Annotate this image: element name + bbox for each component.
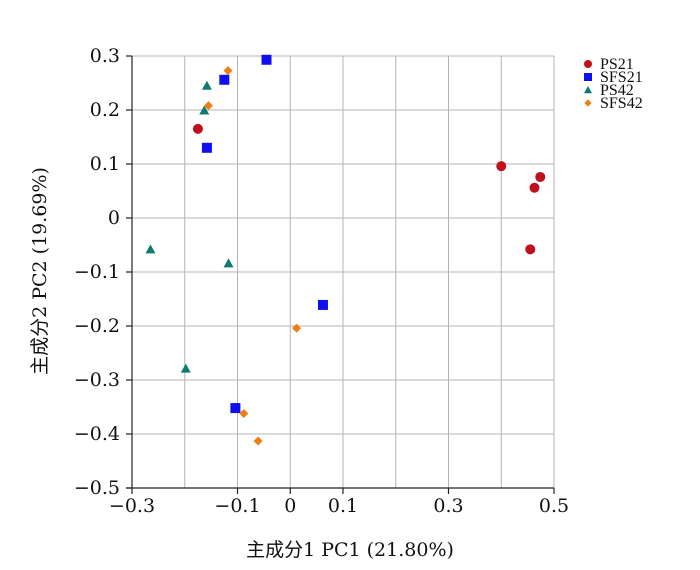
legend-marker-ps42 (584, 86, 592, 94)
legend-label-ps42: PS42 (600, 82, 634, 99)
sfs21-point-3 (317, 299, 328, 310)
y-tick-label-5: −0.2 (74, 315, 120, 337)
ps42-point-1 (199, 105, 210, 115)
sfs42-point-3 (239, 408, 249, 418)
ps21-point-4 (525, 244, 536, 255)
sfs21-point-0 (261, 54, 272, 65)
ps42-point-0 (201, 80, 212, 90)
x-tick-label-5: 0.5 (539, 495, 569, 517)
sfs42-point-2 (292, 323, 302, 333)
ps21-point-2 (535, 171, 546, 182)
legend-label-sfs21: SFS21 (600, 69, 643, 86)
data-markers (145, 54, 546, 446)
ps42-point-2 (145, 244, 156, 254)
x-axis-title: 主成分1 PC1 (21.80%) (246, 539, 454, 561)
y-tick-label-6: −0.3 (74, 369, 120, 391)
legend-marker-ps21 (584, 60, 592, 68)
y-tick-label-2: 0.1 (90, 153, 120, 175)
y-axis-title: 主成分2 PC2 (19.69%) (29, 167, 51, 375)
y-tick-label-7: −0.4 (74, 423, 120, 445)
sfs42-point-4 (253, 436, 263, 446)
sfs21-point-1 (219, 74, 230, 85)
ps42-point-3 (223, 258, 234, 268)
sfs42-point-1 (203, 101, 213, 111)
x-tick-label-4: 0.3 (433, 495, 463, 517)
ps21-point-0 (192, 123, 203, 134)
ps21-point-1 (496, 161, 507, 172)
x-tick-label-0: −0.3 (109, 495, 155, 517)
legend-marker-sfs21 (584, 73, 592, 81)
sfs21-point-4 (230, 403, 241, 414)
x-tick-label-1: −0.1 (214, 495, 260, 517)
ps42-point-4 (180, 363, 191, 373)
sfs42-point-0 (223, 66, 233, 76)
y-tick-label-1: 0.2 (90, 99, 120, 121)
ps21-point-3 (529, 182, 540, 193)
sfs21-point-2 (201, 142, 212, 153)
grid (126, 55, 555, 494)
y-tick-label-4: −0.1 (74, 261, 120, 283)
x-tick-label-2: 0 (284, 495, 296, 517)
legend-label-sfs42: SFS42 (600, 95, 643, 112)
y-tick-label-3: 0 (108, 207, 120, 229)
legend-label-ps21: PS21 (600, 56, 634, 73)
y-tick-label-0: 0.3 (90, 45, 120, 67)
tick-labels: 0.30.20.10−0.1−0.2−0.3−0.4−0.5−0.3 −0.1 0 0… (74, 45, 569, 517)
legend-marker-sfs42 (584, 99, 592, 107)
x-tick-label-3: 0.1 (328, 495, 358, 517)
y-tick-label-8: −0.5 (74, 477, 120, 499)
